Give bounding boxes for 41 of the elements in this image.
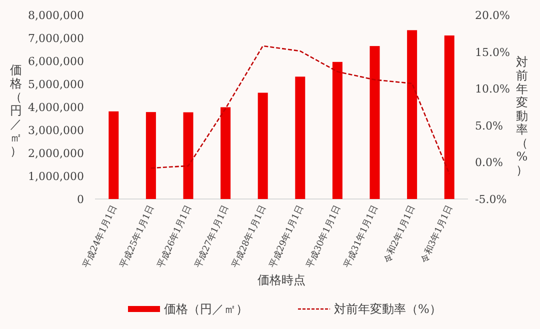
- bar: [220, 107, 231, 199]
- y2-tick-label: 15.0%: [475, 46, 510, 59]
- bar: [332, 62, 342, 199]
- x-tick-label: 平成31年1月1日: [342, 204, 380, 270]
- y-tick-label: 4,000,000: [28, 101, 84, 114]
- y-tick-label: 2,000,000: [28, 147, 84, 160]
- bar: [370, 46, 380, 199]
- legend-label: 価格（円／㎡）: [164, 302, 248, 316]
- bar: [146, 112, 156, 199]
- y-tick-label: 8,000,000: [28, 9, 84, 22]
- bar: [444, 35, 454, 199]
- y2-tick-label: 10.0%: [475, 82, 510, 96]
- y-tick-label: 3,000,000: [28, 124, 84, 137]
- y-tick-label: 7,000,000: [28, 32, 84, 45]
- x-tick-label: 平成28年1月1日: [230, 204, 269, 270]
- y-tick-label: 1,000,000: [28, 170, 84, 183]
- x-tick-label: 平成29年1月1日: [267, 204, 306, 270]
- legend-label: 対前年変動率（%）: [334, 302, 442, 316]
- bar: [295, 76, 306, 199]
- y2-tick-label: 0.0%: [475, 156, 503, 170]
- bar: [258, 92, 268, 199]
- y2-tick-label: 20.0%: [475, 9, 510, 22]
- bar: [407, 30, 418, 199]
- x-tick-label: 平成27年1月1日: [192, 204, 232, 270]
- x-tick-label: 平成24年1月1日: [80, 204, 120, 270]
- y-tick-label: 6,000,000: [28, 55, 84, 68]
- bar: [108, 111, 119, 199]
- text: 対前年変動率（%）: [516, 55, 528, 177]
- x-tick-label: 令和2年1月1日: [382, 204, 418, 265]
- y-axis-title: 価格（円／㎡）: [9, 63, 22, 158]
- x-tick-label: 平成25年1月1日: [118, 204, 157, 270]
- x-tick-label: 平成30年1月1日: [304, 204, 344, 270]
- y2-tick-label: -5.0%: [475, 193, 507, 206]
- line-series: [150, 45, 450, 175]
- x-tick-label: 令和3年1月1日: [418, 204, 456, 265]
- y2-tick-label: 5.0%: [475, 119, 503, 132]
- x-tick-label: 平成26年1月1日: [155, 204, 194, 270]
- x-axis-title: 価格時点: [258, 273, 306, 287]
- y-tick-label: 0: [77, 193, 84, 206]
- bar: [183, 112, 194, 199]
- y-tick-label: 5,000,000: [28, 78, 84, 91]
